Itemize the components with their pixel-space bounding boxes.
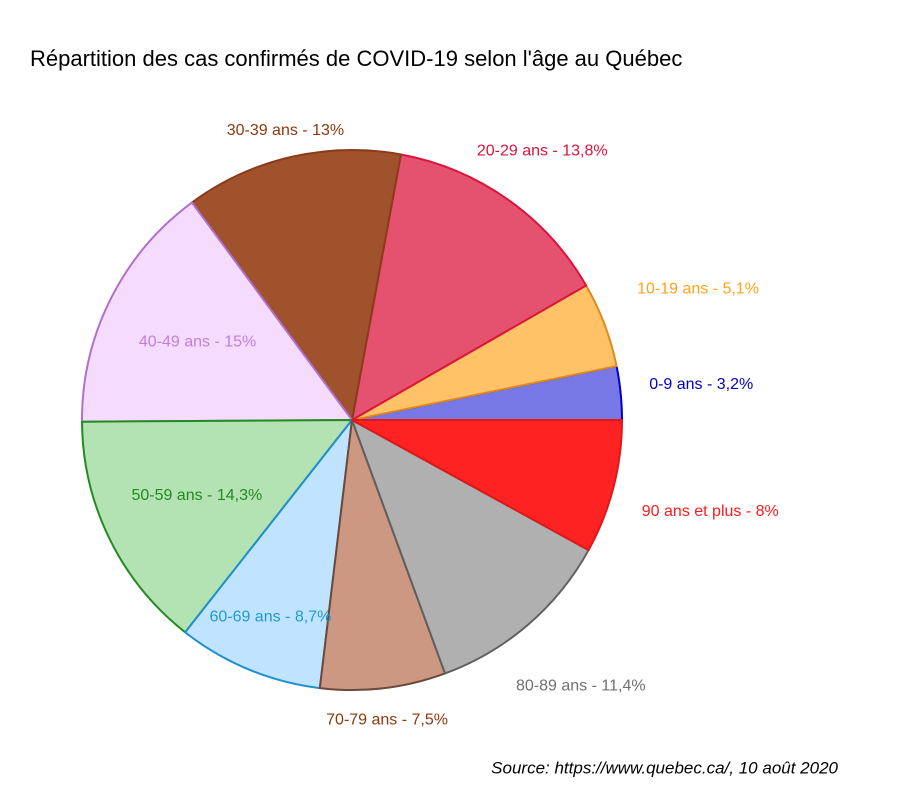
pie-slice [81, 201, 353, 423]
pie-slice [81, 419, 353, 634]
pie-slice [351, 153, 588, 421]
slice-label: 60-69 ans - 8,7% [209, 608, 331, 625]
slice-label: 0-9 ans - 3,2% [649, 376, 753, 393]
pie-slice [351, 419, 623, 552]
slice-label: 90 ans et plus - 8% [642, 503, 779, 520]
slice-label: 10-19 ans - 5,1% [637, 280, 759, 297]
slice-label: 30-39 ans - 13% [227, 122, 344, 139]
pie-slice [184, 419, 353, 690]
slice-label: 20-29 ans - 13,8% [477, 142, 608, 159]
pie-slice [351, 419, 590, 675]
chart-title: Répartition des cas confirmés de COVID-1… [30, 46, 682, 71]
slice-label: 40-49 ans - 15% [139, 334, 256, 351]
slice-label: 50-59 ans - 14,3% [131, 487, 262, 504]
slice-label: 70-79 ans - 7,5% [326, 712, 448, 729]
source-note: Source: https://www.quebec.ca/, 10 août … [491, 758, 838, 777]
slice-label: 80-89 ans - 11,4% [516, 677, 646, 694]
pie-slice [318, 419, 447, 691]
pie-slice [190, 149, 402, 421]
